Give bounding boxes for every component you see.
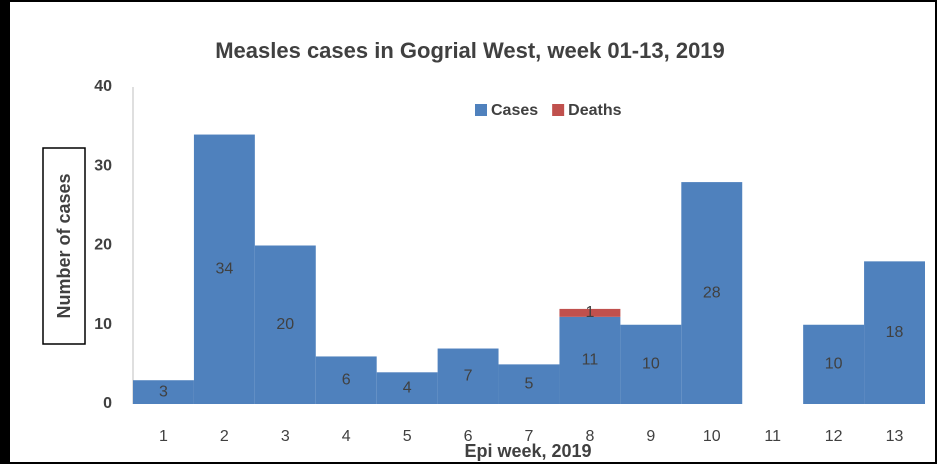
legend-swatch <box>552 104 565 116</box>
bar <box>559 308 621 317</box>
data-label: 10 <box>825 356 843 373</box>
bar <box>620 324 682 404</box>
bar <box>193 134 255 405</box>
y-axis-label: Number of cases <box>54 173 74 318</box>
x-tick-label: 10 <box>703 428 721 445</box>
x-tick-label: 11 <box>764 428 781 445</box>
x-tick-label: 6 <box>464 428 473 445</box>
x-tick-label: 12 <box>825 428 843 445</box>
data-label: 5 <box>525 375 534 392</box>
x-tick-label: 8 <box>585 428 594 445</box>
x-tick-label: 5 <box>403 428 412 445</box>
data-label: 34 <box>215 260 233 277</box>
bar <box>315 356 377 404</box>
bar <box>133 380 194 404</box>
x-tick-label: 13 <box>886 428 904 445</box>
data-label: 18 <box>886 324 904 341</box>
x-tick-label: 3 <box>281 428 290 445</box>
data-label: 6 <box>342 371 351 388</box>
bar <box>437 348 499 404</box>
y-tick-label: 10 <box>94 316 112 333</box>
bar <box>376 372 438 404</box>
data-label: 1 <box>585 304 594 321</box>
frame-edge <box>1 1 10 463</box>
x-tick-label: 9 <box>646 428 655 445</box>
bar <box>681 182 743 404</box>
data-label: 28 <box>703 284 721 301</box>
y-tick-label: 30 <box>94 157 112 174</box>
x-tick-label: 2 <box>220 428 229 445</box>
data-label: 4 <box>403 379 412 396</box>
legend-swatch <box>475 104 487 116</box>
y-tick-label: 0 <box>103 395 112 412</box>
data-label: 3 <box>159 383 168 400</box>
x-tick-label: 4 <box>342 428 351 445</box>
y-tick-label: 20 <box>94 237 112 254</box>
y-tick-label: 40 <box>94 78 112 95</box>
chart-title: Measles cases in Gogrial West, week 01-1… <box>215 38 725 63</box>
data-label: 11 <box>582 352 599 369</box>
x-tick-label: 7 <box>525 428 534 445</box>
data-label: 7 <box>464 367 473 384</box>
data-label: 20 <box>276 316 294 333</box>
x-axis-label: Epi week, 2019 <box>464 441 591 461</box>
x-tick-label: 1 <box>159 428 168 445</box>
y-label-box <box>42 147 86 345</box>
bar <box>559 316 621 404</box>
legend-label: Deaths <box>568 102 621 119</box>
data-label: 10 <box>642 356 660 373</box>
bar <box>803 324 865 404</box>
bar <box>254 245 316 404</box>
bar <box>864 261 925 404</box>
bar <box>498 364 560 404</box>
legend-label: Cases <box>491 102 538 119</box>
